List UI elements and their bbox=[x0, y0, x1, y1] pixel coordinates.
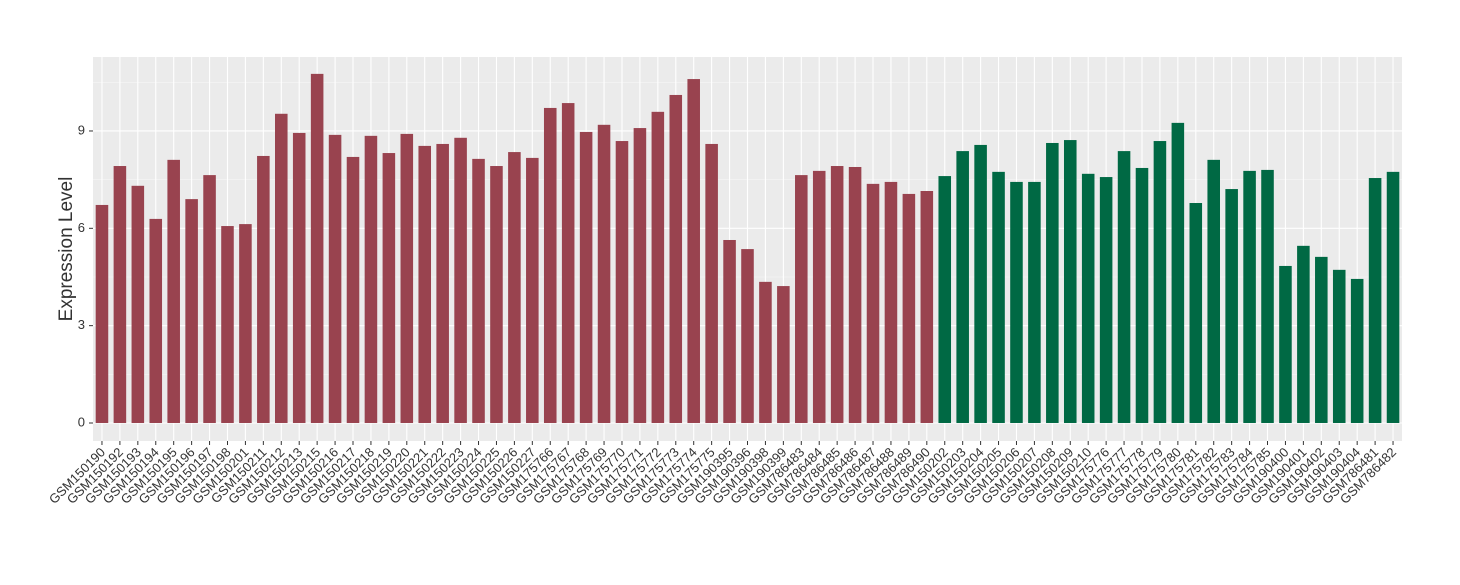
bar bbox=[257, 155, 270, 423]
bar bbox=[113, 166, 127, 423]
bar bbox=[1063, 140, 1077, 423]
bar bbox=[848, 166, 862, 423]
bar bbox=[1171, 122, 1185, 423]
bar bbox=[579, 131, 593, 423]
bar bbox=[418, 145, 432, 423]
bar bbox=[346, 156, 360, 423]
bar bbox=[382, 153, 396, 423]
bar bbox=[759, 281, 772, 423]
bar bbox=[1099, 177, 1113, 423]
bar bbox=[1350, 278, 1364, 423]
bar bbox=[1297, 245, 1310, 423]
bar bbox=[597, 124, 611, 423]
bar bbox=[1279, 265, 1292, 423]
bar bbox=[1332, 269, 1346, 423]
bar bbox=[221, 226, 234, 423]
bar bbox=[167, 159, 180, 423]
bar bbox=[687, 79, 700, 423]
bar bbox=[364, 135, 378, 423]
y-tick-label: 3 bbox=[78, 317, 85, 332]
bar bbox=[185, 199, 198, 423]
bar bbox=[812, 170, 826, 423]
bar bbox=[633, 128, 647, 423]
bar bbox=[705, 143, 718, 423]
bar bbox=[1135, 167, 1149, 423]
bar bbox=[203, 175, 216, 423]
bar bbox=[310, 73, 324, 423]
bar bbox=[275, 113, 288, 423]
bar bbox=[1117, 151, 1131, 423]
bar bbox=[131, 185, 145, 423]
bar bbox=[741, 249, 754, 423]
bar bbox=[884, 181, 898, 423]
bar bbox=[400, 133, 414, 423]
y-axis-label: Expression Level bbox=[56, 177, 77, 322]
bar bbox=[526, 157, 539, 423]
bar bbox=[615, 141, 629, 423]
bar bbox=[508, 152, 521, 423]
bar bbox=[1315, 256, 1328, 423]
bar bbox=[149, 218, 163, 423]
bar bbox=[1081, 173, 1095, 423]
bar bbox=[1225, 189, 1238, 423]
bar bbox=[866, 183, 880, 423]
bar bbox=[974, 144, 987, 423]
bar bbox=[1386, 171, 1400, 423]
y-tick-label: 9 bbox=[78, 122, 85, 137]
bar bbox=[1010, 181, 1023, 423]
bar bbox=[777, 286, 790, 423]
bar bbox=[561, 103, 575, 423]
bar bbox=[1028, 181, 1041, 423]
bar bbox=[723, 239, 736, 423]
bar bbox=[1243, 170, 1256, 423]
bar bbox=[956, 151, 969, 423]
bar bbox=[1153, 141, 1167, 423]
bar bbox=[669, 94, 683, 423]
bar bbox=[472, 158, 485, 423]
bar bbox=[795, 175, 808, 423]
bar bbox=[1207, 159, 1220, 423]
bar bbox=[543, 107, 557, 423]
bar bbox=[490, 166, 503, 423]
bar bbox=[992, 171, 1005, 423]
bar bbox=[239, 224, 252, 423]
bar bbox=[95, 204, 109, 423]
bar bbox=[436, 143, 449, 423]
y-tick-label: 0 bbox=[78, 414, 85, 429]
y-tick-label: 6 bbox=[78, 220, 85, 235]
bar bbox=[920, 191, 934, 423]
bar bbox=[292, 132, 306, 423]
bar bbox=[651, 111, 665, 423]
bar bbox=[1189, 203, 1203, 423]
bar bbox=[454, 137, 467, 423]
bar bbox=[938, 176, 952, 423]
bar bbox=[1368, 178, 1382, 423]
bar bbox=[902, 193, 916, 423]
bar bbox=[1261, 169, 1274, 423]
bar bbox=[830, 166, 844, 423]
bar bbox=[328, 134, 342, 423]
bar bbox=[1046, 142, 1059, 423]
